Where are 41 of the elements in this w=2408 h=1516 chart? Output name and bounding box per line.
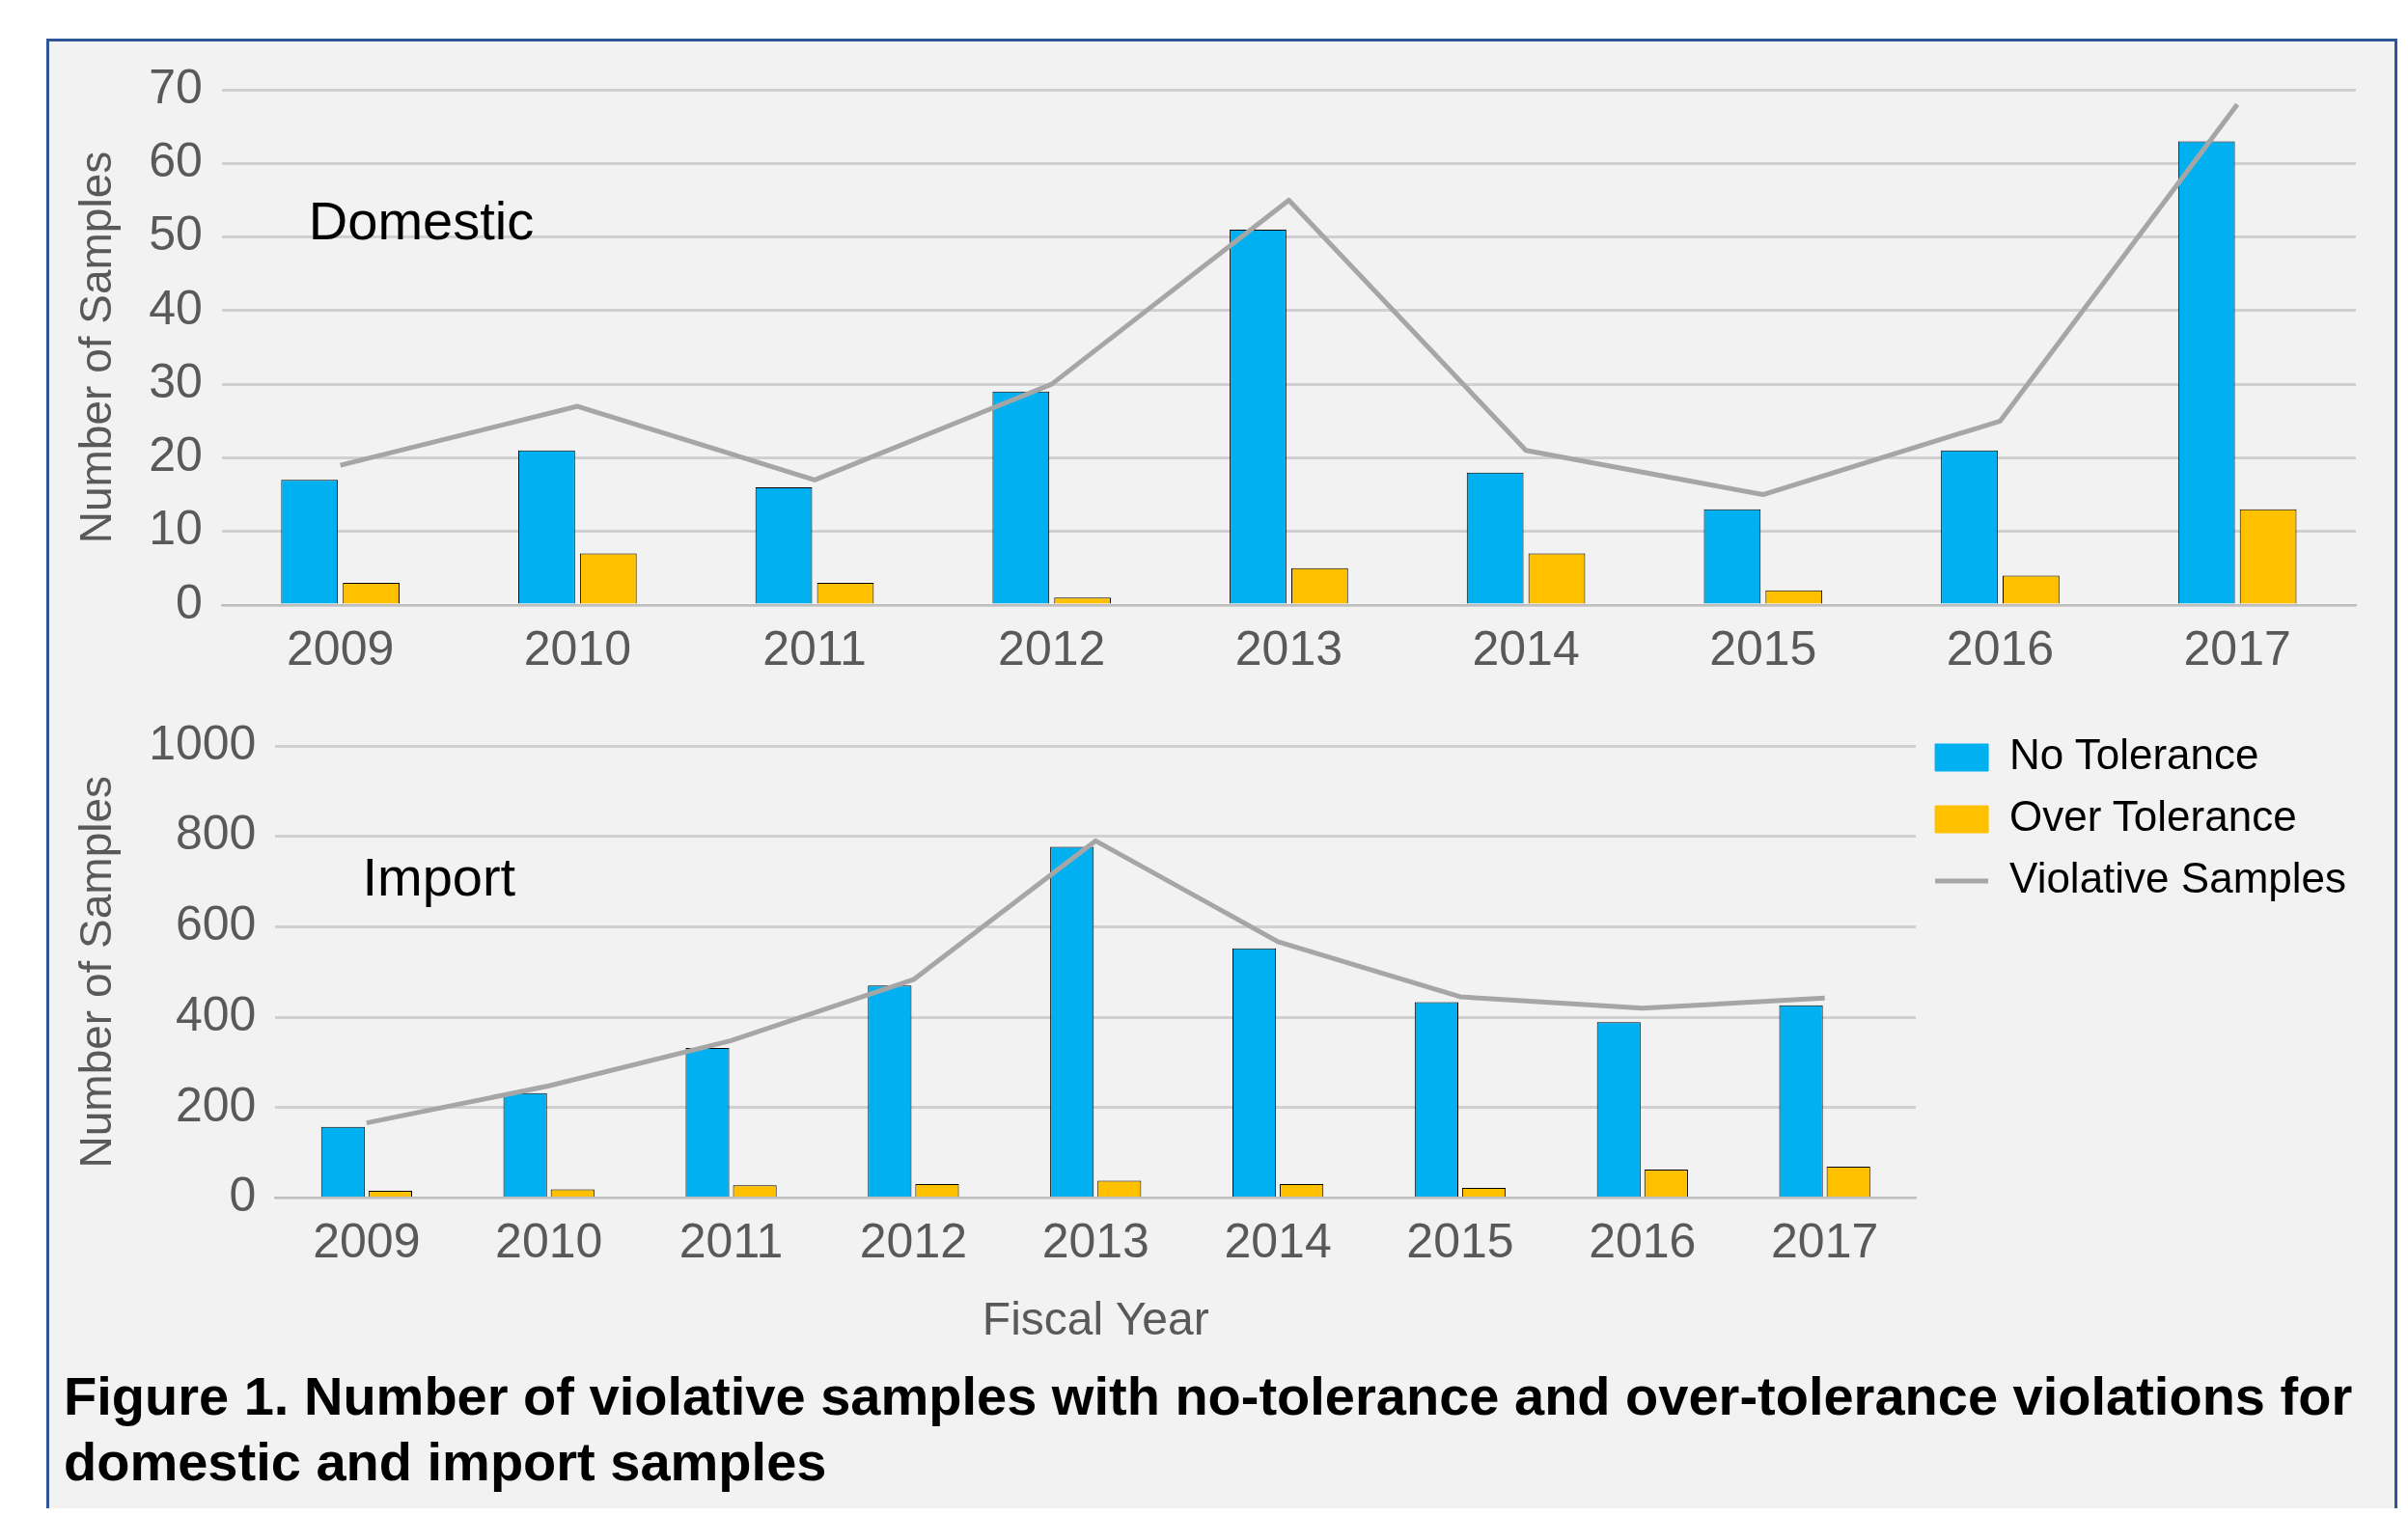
annotation: Domestic — [308, 190, 535, 252]
y-axis-title: Number of Samples — [70, 151, 122, 544]
y-tick-label: 30 — [149, 353, 203, 408]
y-tick-label: 50 — [149, 207, 203, 262]
x-tick-label: 2011 — [678, 1214, 784, 1269]
y-tick-label: 20 — [149, 427, 203, 482]
legend-label: Over Tolerance — [2009, 792, 2297, 841]
x-tick-label: 2012 — [859, 1214, 968, 1269]
legend-label: No Tolerance — [2009, 730, 2259, 779]
x-tick-label: 2012 — [998, 620, 1106, 675]
x-tick-label: 2010 — [495, 1214, 603, 1269]
caption: Figure 1. Number of violative samples with no-tolerance and over-tolerance violations for domestic and import samples — [64, 1364, 2354, 1494]
y-tick-label: 200 — [175, 1077, 257, 1132]
y-tick-label: 0 — [229, 1168, 257, 1223]
x-tick-label: 2016 — [1589, 1214, 1697, 1269]
y-tick-label: 40 — [149, 280, 203, 335]
x-tick-label: 2009 — [313, 1214, 421, 1269]
x-tick-label: 2009 — [287, 620, 395, 675]
y-tick-label: 70 — [149, 59, 203, 114]
y-tick-label: 800 — [175, 806, 257, 861]
x-tick-label: 2013 — [1041, 1214, 1149, 1269]
x-tick-label: 2017 — [2183, 620, 2291, 675]
x-tick-label: 2014 — [1224, 1214, 1332, 1269]
y-tick-label: 0 — [176, 574, 203, 629]
x-tick-label: 2016 — [1946, 620, 2055, 675]
x-axis-title: Fiscal Year — [982, 1293, 1209, 1345]
y-axis-title: Number of Samples — [70, 775, 122, 1169]
y-tick-label: 60 — [149, 133, 203, 188]
legend-label: Violative Samples — [2009, 854, 2347, 902]
annotation: Import — [362, 846, 516, 908]
x-tick-label: 2010 — [523, 620, 631, 675]
x-tick-label: 2013 — [1234, 620, 1343, 675]
y-tick-label: 10 — [149, 501, 203, 556]
x-tick-label: 2017 — [1771, 1214, 1879, 1269]
x-tick-label: 2015 — [1406, 1214, 1514, 1269]
y-tick-label: 400 — [175, 986, 257, 1041]
x-tick-label: 2014 — [1472, 620, 1580, 675]
y-tick-label: 1000 — [149, 715, 257, 770]
x-tick-label: 2015 — [1709, 620, 1817, 675]
y-tick-label: 600 — [175, 896, 257, 951]
x-tick-label: 2011 — [762, 620, 867, 675]
